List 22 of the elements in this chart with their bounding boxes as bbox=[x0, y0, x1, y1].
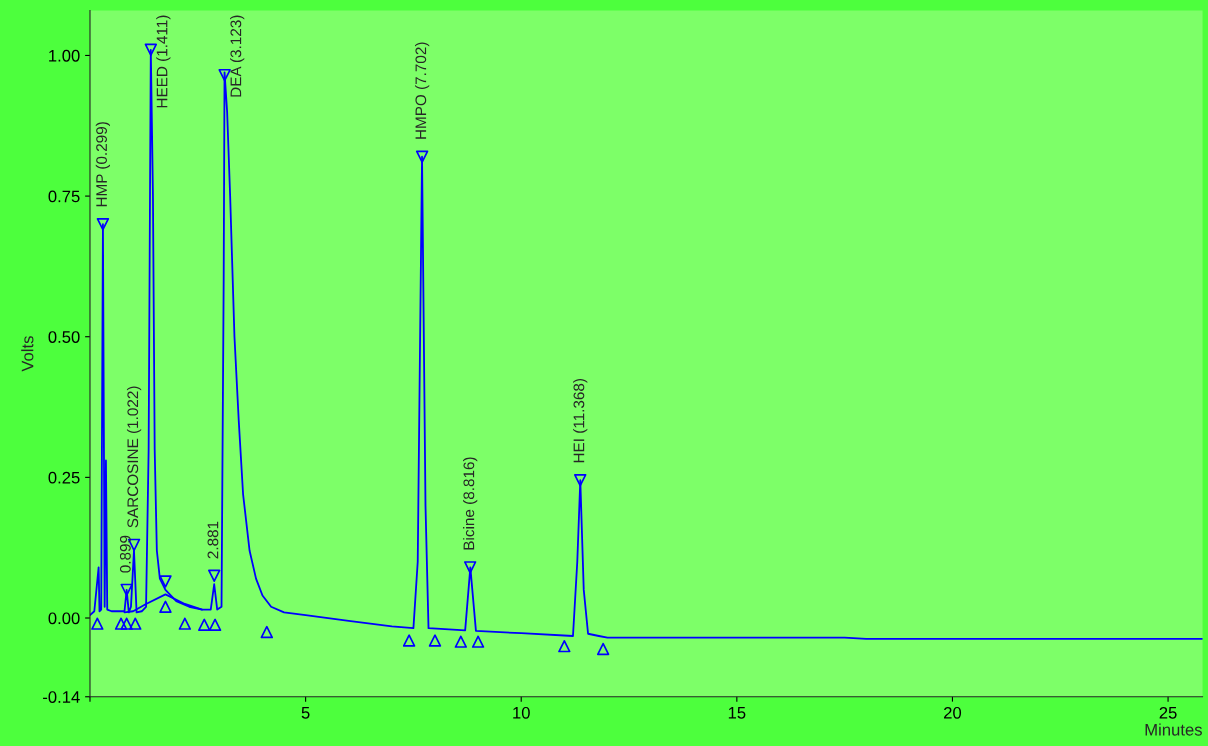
annotation: DEA (3.123) bbox=[230, 15, 245, 97]
x-axis-title: Minutes bbox=[1145, 723, 1202, 736]
y-tick-label: 0.75 bbox=[48, 190, 80, 203]
x-tick-label: 15 bbox=[728, 707, 746, 719]
annotation: HEI (11.368) bbox=[573, 378, 588, 463]
y-tick-label: 0.00 bbox=[48, 612, 80, 625]
annotation: SARCOSINE (1.022) bbox=[126, 386, 142, 528]
x-tick-label: 5 bbox=[301, 707, 310, 719]
y-tick-label: 1.00 bbox=[49, 49, 80, 62]
annotation: 0.899 bbox=[119, 535, 131, 573]
x-tick-label: 25 bbox=[1159, 706, 1177, 719]
annotation: HMPO (7.702) bbox=[415, 42, 430, 139]
y-tick-label: 0.50 bbox=[48, 331, 80, 343]
y-tick-label: -0.14 bbox=[43, 691, 80, 703]
y-tick-label: 0.25 bbox=[48, 471, 80, 484]
x-tick-label: 10 bbox=[513, 706, 530, 719]
y-axis-title: Volts bbox=[21, 336, 34, 372]
annotation: HMP (0.299) bbox=[95, 122, 110, 207]
annotation: HEED (1.411) bbox=[156, 15, 171, 108]
annotation: Bicine (8.816) bbox=[463, 457, 478, 550]
annotation: 2.881 bbox=[207, 521, 219, 559]
x-tick-label: 20 bbox=[944, 706, 962, 719]
